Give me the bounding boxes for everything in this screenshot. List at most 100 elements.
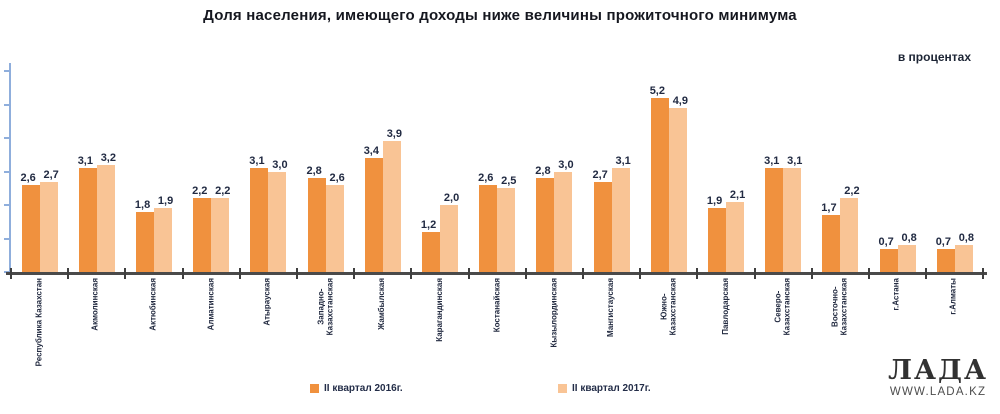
x-axis-label: Алматинская	[206, 278, 216, 331]
bar-series2	[783, 168, 802, 272]
site-branding: ЛАДА WWW.LADA.KZ	[888, 357, 988, 399]
y-axis-tick	[4, 70, 11, 72]
bar-series1	[21, 184, 40, 272]
bar-value-label: 2,2	[215, 185, 231, 198]
bar-series1	[307, 178, 326, 272]
legend-label-2016: II квартал 2016г.	[324, 383, 403, 394]
bar-series1	[707, 208, 726, 272]
x-axis-label: Мангистауская	[606, 278, 616, 337]
x-axis-tick	[639, 268, 642, 279]
x-axis-tick	[810, 268, 813, 279]
bar-value-label: 0,7	[935, 235, 951, 248]
x-axis-label: Карагандинская	[434, 278, 444, 342]
x-axis-label: Кызылординская	[549, 278, 559, 348]
bar-value-label: 2,6	[20, 171, 36, 184]
x-axis-label: Западно- Казахстанская	[315, 278, 334, 336]
legend-swatch-2017	[558, 384, 567, 393]
x-axis-label: г.Астана	[891, 278, 901, 311]
bar-series1	[479, 184, 498, 272]
bar-value-label: 3,0	[272, 158, 288, 171]
x-axis-label: Акмолинская	[90, 278, 100, 331]
x-axis-tick	[124, 268, 127, 279]
bar-series1	[536, 178, 555, 272]
bar-series1	[364, 158, 383, 272]
x-axis-label: Южно- Казахстанская	[659, 278, 678, 336]
bar-series1	[193, 198, 212, 272]
bar-series1	[250, 168, 269, 272]
bar-series2	[268, 171, 287, 272]
bar-series2	[954, 245, 973, 272]
x-axis-label: Жамбылская	[377, 278, 387, 330]
bar-series2	[325, 184, 344, 272]
lada-website: WWW.LADA.KZ	[889, 386, 987, 398]
bar-value-label: 3,1	[615, 155, 631, 168]
bar-value-label: 3,9	[386, 128, 402, 141]
bar-value-label: 1,9	[706, 195, 723, 208]
x-axis-tick	[982, 268, 985, 279]
bar-series1	[78, 168, 97, 272]
bar-value-label: 2,7	[592, 168, 608, 181]
x-axis-label: Костанайская	[491, 278, 501, 333]
x-axis-tick	[296, 268, 298, 279]
bar-series2	[554, 171, 573, 272]
x-axis-label: Атырауская	[262, 278, 272, 326]
x-axis-tick	[238, 268, 241, 279]
x-axis-tick	[868, 268, 870, 279]
y-axis-tick	[4, 237, 11, 240]
bar-value-label: 3,1	[787, 155, 803, 168]
bar-series2	[840, 198, 859, 272]
bar-series2	[96, 164, 115, 272]
lada-logo: ЛАДА	[888, 355, 988, 386]
bar-value-label: 3,1	[249, 155, 265, 168]
bar-series2	[725, 201, 744, 272]
bar-series2	[897, 245, 916, 272]
bar-value-label: 0,8	[958, 232, 974, 245]
bar-value-label: 2,2	[192, 185, 208, 198]
y-axis-tick	[4, 204, 11, 206]
x-axis-tick	[67, 268, 70, 279]
units-note: в процентах	[897, 50, 971, 64]
bar-series2	[668, 107, 687, 272]
y-axis-line	[9, 63, 11, 275]
bar-series1	[593, 181, 612, 272]
bar-series2	[497, 188, 516, 272]
bar-value-label: 2,7	[43, 168, 59, 181]
bar-series2	[439, 205, 458, 272]
y-axis-tick	[4, 170, 11, 173]
bar-value-label: 2,5	[501, 175, 517, 188]
bar-series1	[650, 97, 669, 272]
bar-value-label: 2,6	[329, 171, 345, 184]
bar-value-label: 0,7	[878, 235, 894, 248]
bar-series2	[611, 168, 630, 272]
legend-label-2017: II квартал 2017г.	[572, 383, 651, 394]
bar-value-label: 5,2	[649, 84, 665, 97]
y-axis-tick	[4, 137, 11, 139]
bar-series2	[382, 141, 401, 272]
bar-value-label: 0,8	[901, 232, 917, 245]
bar-series1	[135, 211, 154, 272]
bar-series1	[421, 231, 440, 272]
bar-series1	[936, 248, 955, 272]
bar-series2	[153, 208, 172, 272]
bar-series1	[879, 248, 898, 272]
chart-title: Доля населения, имеющего доходы ниже вел…	[203, 7, 797, 24]
x-axis-tick	[524, 268, 527, 279]
bar-value-label: 3,0	[558, 158, 574, 171]
x-axis-tick	[582, 268, 584, 279]
bar-value-label: 2,1	[729, 188, 746, 201]
x-axis-line	[6, 272, 987, 275]
x-axis-label: г.Алматы	[948, 278, 958, 315]
x-axis-label: Северо- Казахстанская	[773, 278, 792, 336]
x-axis-tick	[696, 268, 699, 279]
x-axis-tick	[353, 268, 356, 279]
x-axis-label: Республика Казахстан	[34, 278, 44, 367]
bar-value-label: 1,2	[420, 218, 437, 231]
legend-item-2016: II квартал 2016г.	[310, 383, 403, 394]
bar-value-label: 4,9	[672, 94, 688, 107]
bar-value-label: 1,8	[134, 198, 151, 211]
bar-value-label: 2,2	[844, 185, 860, 198]
bar-value-label: 2,8	[306, 165, 322, 178]
x-axis-tick	[753, 268, 756, 279]
x-axis-label: Актюбинская	[148, 278, 158, 331]
